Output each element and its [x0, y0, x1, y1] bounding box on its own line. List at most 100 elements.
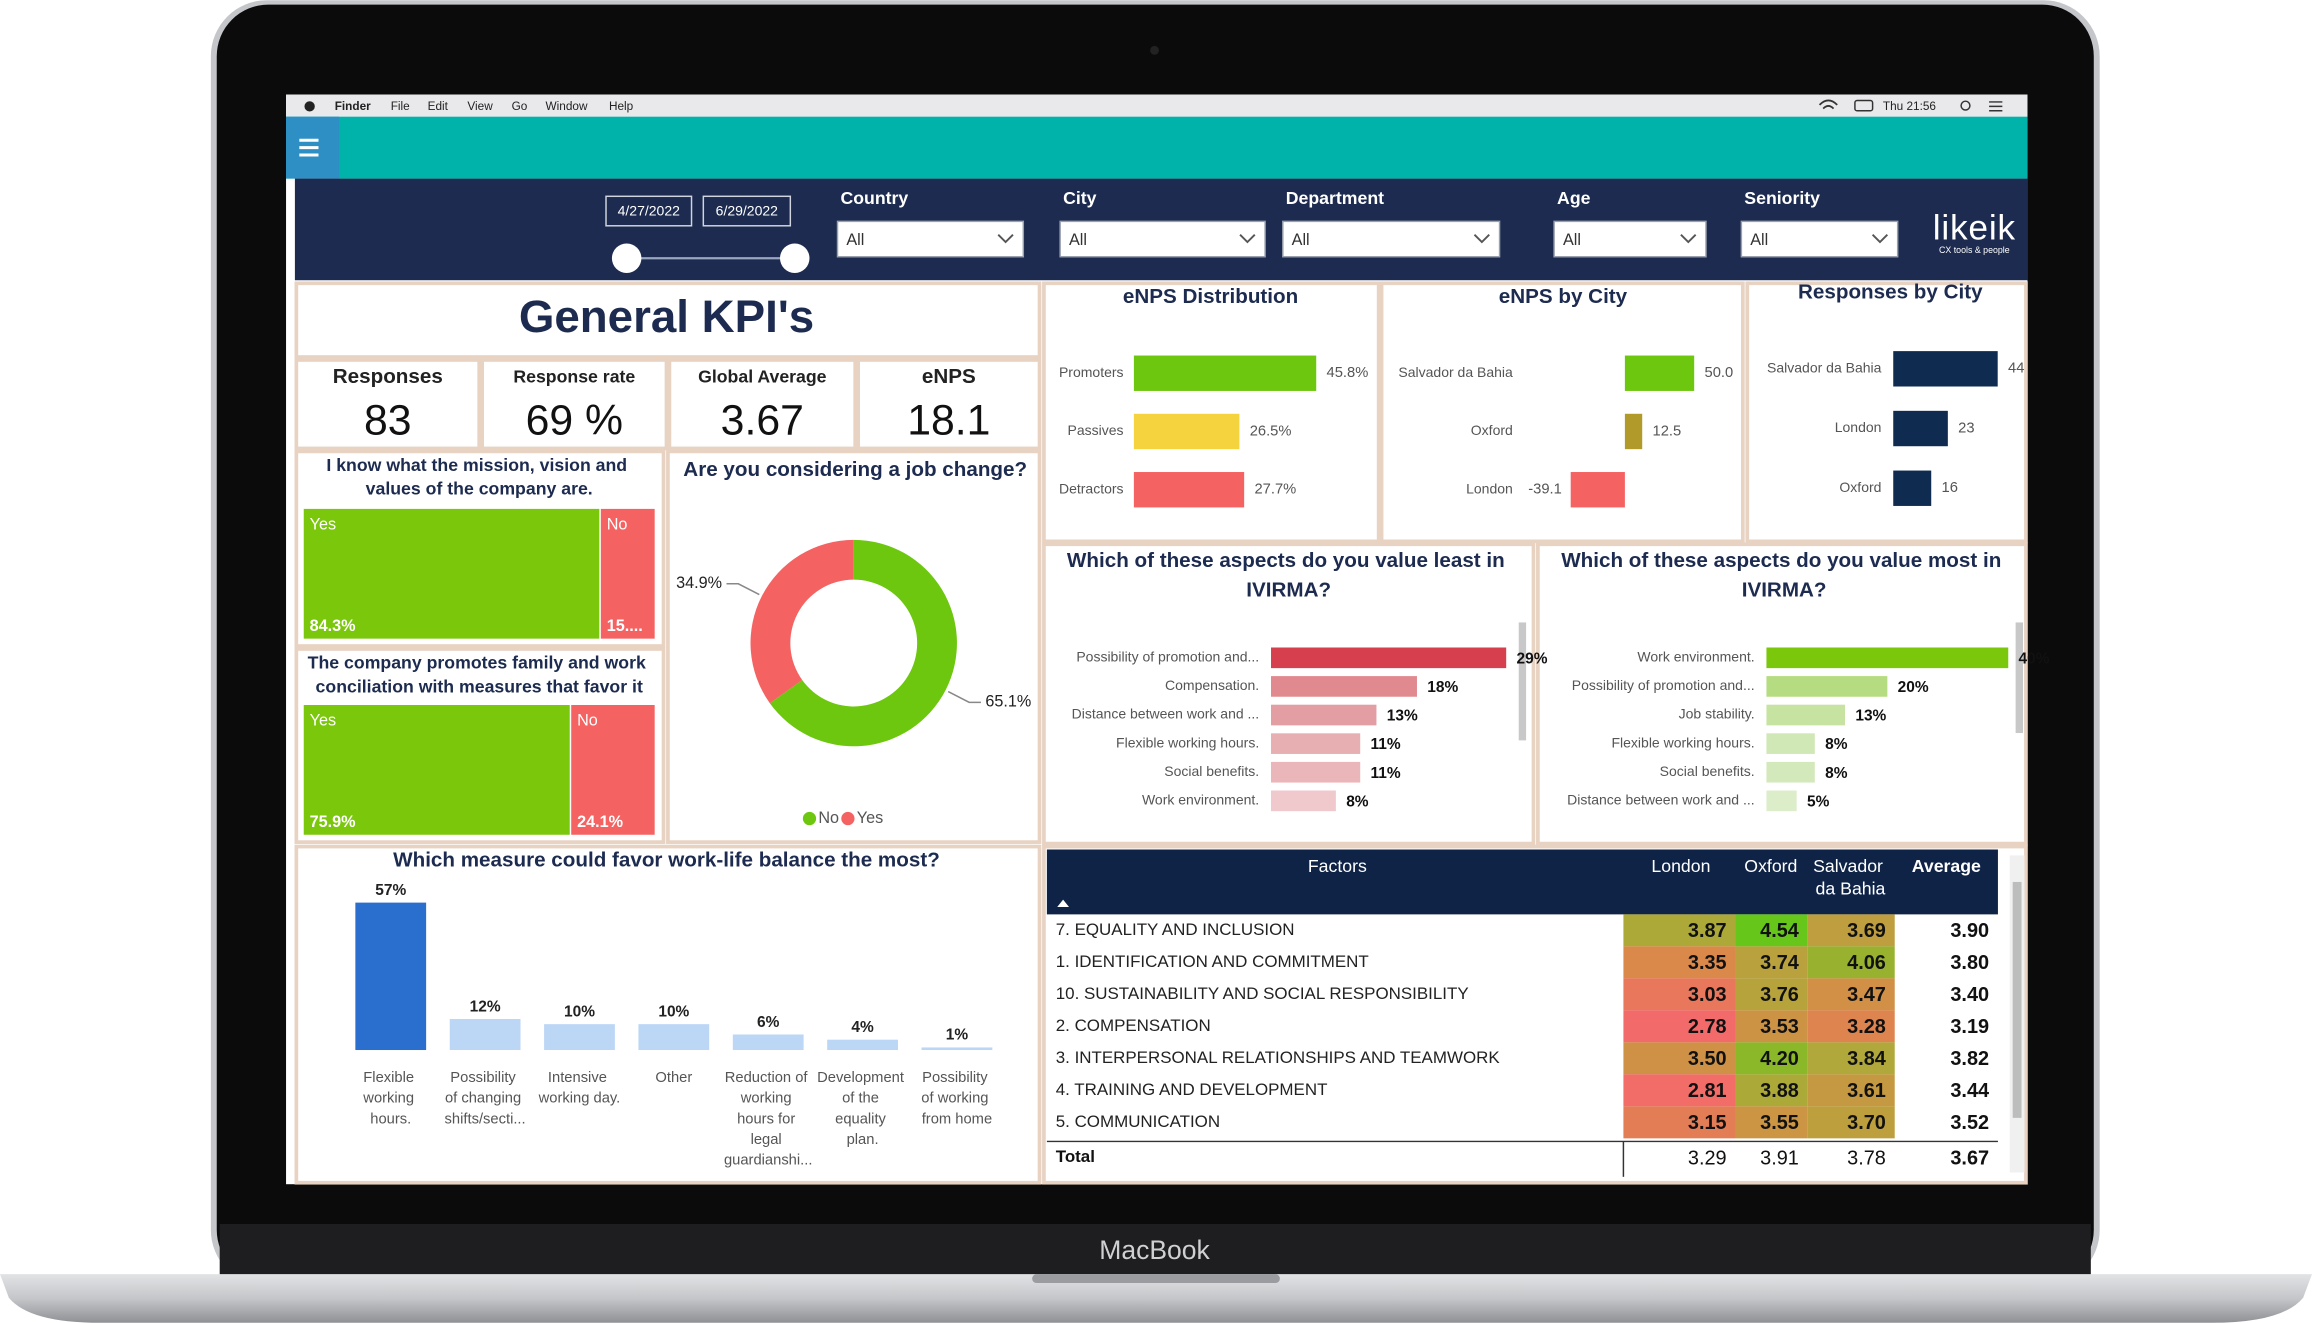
value-label: 18%	[1427, 679, 1458, 696]
value-label: 26.5%	[1250, 423, 1292, 439]
menu-item[interactable]: View	[467, 100, 493, 113]
scrollbar[interactable]	[2015, 622, 2023, 734]
laptop-base	[0, 1274, 2312, 1323]
chin	[219, 1224, 2091, 1278]
category-label: Other	[655, 1070, 692, 1086]
cell-value: 3.61	[1847, 1080, 1886, 1102]
filter-label: Seniority	[1744, 188, 1820, 208]
menu-item[interactable]: Window	[546, 100, 588, 113]
slider-handle[interactable]	[611, 243, 642, 273]
apple-logo	[304, 101, 315, 112]
logo: likeik	[1933, 209, 2016, 248]
value-label: 11%	[1371, 736, 1401, 753]
heat-cell	[1735, 914, 1808, 947]
base-notch	[1032, 1274, 1280, 1283]
category-label: Flexible working hours.	[1116, 734, 1259, 750]
value-label: 34.9%	[676, 574, 722, 592]
bar	[1893, 410, 1948, 447]
category-label: Compensation.	[1165, 677, 1259, 693]
cell-value: 3.80	[1950, 952, 1989, 974]
category-label: Salvador da Bahia	[1398, 364, 1513, 380]
value-label: 12.5	[1653, 423, 1682, 439]
category-label: Flexible working hours.	[1611, 734, 1754, 750]
filter-label: Country	[840, 188, 908, 208]
kpi-value: 18.1	[907, 397, 990, 445]
cell-value: 3.84	[1847, 1048, 1886, 1070]
chart-title: eNPS by City	[1499, 285, 1628, 308]
hamburger-icon[interactable]	[299, 138, 319, 157]
bar	[1271, 647, 1507, 669]
value-label: 24.1%	[577, 813, 623, 831]
kpi-label: eNPS	[922, 365, 976, 388]
dropdown[interactable]	[1740, 220, 1899, 258]
dropdown-chevron[interactable]	[1680, 233, 1697, 244]
total-value: 3.67	[1950, 1147, 1989, 1169]
heat-cell	[1623, 914, 1736, 947]
table-header[interactable]: Oxford	[1744, 856, 1797, 876]
date-input[interactable]	[605, 195, 693, 227]
dropdown-chevron[interactable]	[1871, 233, 1889, 244]
menu-item[interactable]: Finder	[335, 100, 371, 113]
dropdown[interactable]	[836, 220, 1025, 258]
heat-cell	[1807, 1074, 1895, 1107]
date-value: 6/29/2022	[716, 202, 778, 218]
dropdown[interactable]	[1282, 220, 1501, 258]
dropdown[interactable]	[1553, 220, 1707, 258]
category-label: Detractors	[1059, 480, 1124, 496]
panel	[1042, 281, 1381, 544]
dropdown-chevron[interactable]	[1239, 233, 1256, 244]
category-label: Flexible working hours.	[362, 1070, 418, 1127]
value-label: 6%	[757, 1014, 780, 1031]
dropdown-value: All	[1069, 231, 1087, 249]
cell-value: 4.54	[1760, 920, 1799, 942]
menu-item[interactable]: Help	[609, 100, 634, 113]
bar	[921, 1047, 993, 1051]
table-header[interactable]: Average	[1912, 856, 1981, 876]
scrollbar[interactable]	[1518, 622, 1527, 741]
kpi-card	[480, 358, 669, 451]
chart-title: The company promotes family and work con…	[308, 652, 651, 696]
table-header: Factors	[1308, 856, 1367, 876]
factor-name: 10. SUSTAINABILITY AND SOCIAL RESPONSIBI…	[1056, 984, 1469, 1003]
table-scroll-thumb[interactable]	[2012, 881, 2022, 1118]
menu-item[interactable]: Go	[512, 100, 528, 113]
chart-title: eNPS Distribution	[1123, 285, 1298, 308]
wifi-icon	[1818, 99, 1838, 110]
total-label: Total	[1056, 1147, 1095, 1166]
category-label: Development of the equality plan.	[817, 1070, 908, 1148]
sort-arrow[interactable]	[1057, 899, 1070, 908]
table-header-bg	[1046, 849, 1998, 915]
cell-value: 3.40	[1950, 984, 1989, 1006]
menu-item[interactable]: File	[391, 100, 410, 113]
slider-handle[interactable]	[780, 243, 810, 273]
cell-value: 3.03	[1688, 984, 1727, 1006]
bar	[1893, 351, 1998, 387]
panel	[1745, 281, 2028, 544]
table-header: Salvador da Bahia	[1813, 856, 1888, 898]
dropdown[interactable]	[1059, 220, 1266, 258]
category-label: Intensive working day.	[538, 1070, 621, 1107]
value-label: 4%	[851, 1019, 874, 1036]
bar	[1271, 733, 1361, 754]
table-header[interactable]: London	[1651, 856, 1710, 876]
menu-item[interactable]: Edit	[428, 100, 449, 113]
bar	[449, 1018, 521, 1051]
category-label: Distance between work and ...	[1567, 792, 1755, 808]
bar-segment	[303, 508, 600, 639]
value-label: 16	[1942, 480, 1958, 496]
cell-value: 3.28	[1847, 1016, 1886, 1038]
kpi-label: Global Average	[698, 366, 827, 386]
pie-slice	[750, 539, 854, 704]
dropdown-value: All	[1292, 231, 1310, 249]
battery-icon	[1854, 99, 1874, 112]
segment-name: No	[607, 515, 628, 533]
date-input[interactable]	[702, 195, 792, 227]
dropdown-chevron[interactable]	[1473, 233, 1490, 244]
value-label: 23	[1958, 420, 1974, 436]
bar	[355, 902, 427, 1051]
heat-cell	[1735, 1106, 1808, 1139]
dropdown-chevron[interactable]	[997, 233, 1014, 244]
category-label: Work environment.	[1637, 649, 1754, 665]
value-label: 11%	[1371, 765, 1401, 782]
hamburger-button[interactable]	[286, 116, 340, 179]
